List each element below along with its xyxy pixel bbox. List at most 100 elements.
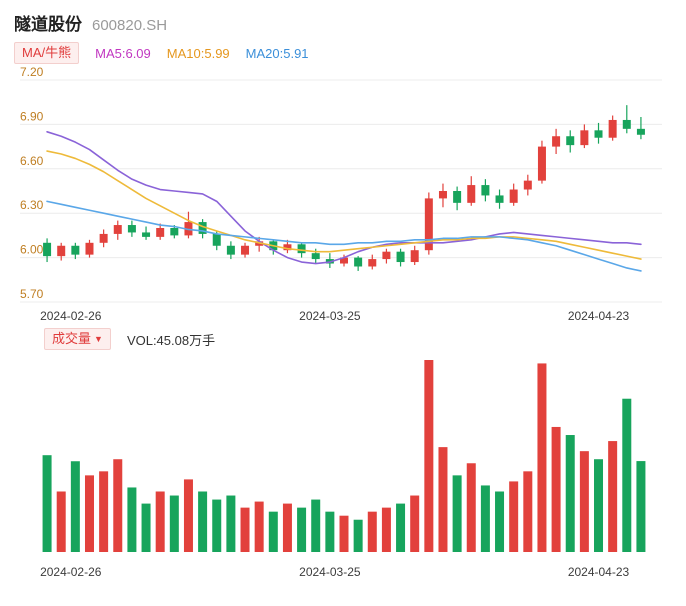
ma20-line — [46, 200, 642, 272]
volume-x-axis-labels: 2024-02-26 2024-03-25 2024-04-23 — [40, 565, 629, 579]
y-axis-label: 6.90 — [20, 109, 44, 123]
x-axis-label: 2024-03-25 — [299, 565, 361, 579]
caret-down-icon: ▼ — [94, 333, 103, 344]
candle-body — [71, 245, 80, 255]
candle-body — [354, 257, 363, 267]
volume-bars — [42, 360, 646, 552]
volume-bar — [282, 503, 292, 552]
candle-body — [170, 228, 179, 236]
stock-code: 600820.SH — [92, 17, 168, 34]
candle-body — [226, 245, 235, 255]
y-axis-label: 7.20 — [20, 65, 44, 79]
candle-body — [424, 198, 433, 251]
volume-bar — [523, 471, 533, 552]
candle-body — [453, 191, 462, 203]
candle-body — [113, 225, 122, 234]
ma-indicator-badge[interactable]: MA/牛熊 — [14, 42, 80, 64]
candle-body — [212, 233, 221, 246]
candle-body — [43, 242, 52, 257]
volume-header: 成交量 ▼ VOL:45.08万手 — [44, 328, 686, 350]
candle-body — [608, 119, 617, 138]
volume-bar — [636, 461, 646, 552]
volume-bar — [381, 507, 391, 552]
candle-body — [552, 136, 561, 147]
candle-body — [622, 119, 631, 129]
candle-body — [340, 257, 348, 264]
candle-body — [241, 245, 250, 255]
volume-bar — [480, 485, 490, 552]
volume-bar — [113, 459, 123, 552]
volume-bar — [466, 463, 476, 552]
volume-value-label: VOL:45.08万手 — [126, 332, 216, 348]
volume-bar — [367, 511, 377, 552]
volume-bar — [99, 471, 109, 552]
volume-bar — [325, 511, 335, 552]
volume-bar — [226, 495, 236, 552]
candle-body — [410, 250, 419, 263]
candle-body — [481, 185, 490, 196]
volume-bar — [84, 475, 94, 552]
volume-bar — [353, 519, 363, 552]
x-axis-label: 2024-02-26 — [40, 565, 102, 579]
volume-bar — [311, 499, 321, 552]
volume-bar — [537, 363, 547, 552]
volume-bar — [127, 487, 137, 552]
ma5-line — [46, 131, 642, 265]
candle-body — [636, 128, 645, 135]
volume-bar — [452, 475, 462, 552]
volume-bar — [495, 491, 505, 552]
candle-body — [156, 228, 165, 237]
x-axis-label: 2024-02-26 — [40, 309, 102, 323]
candle-body — [283, 244, 292, 251]
y-axis-label: 5.70 — [20, 287, 44, 301]
volume-bar — [438, 447, 448, 552]
volume-bar — [169, 495, 179, 552]
volume-selector-label: 成交量 — [52, 331, 92, 346]
volume-bar — [254, 501, 264, 552]
volume-bar — [240, 507, 250, 552]
volume-chart[interactable]: 2024-02-26 2024-03-25 2024-04-23 — [0, 352, 686, 584]
volume-bar — [297, 507, 307, 552]
volume-bar — [212, 499, 222, 552]
volume-selector-badge[interactable]: 成交量 ▼ — [44, 328, 111, 350]
candlesticks — [43, 105, 645, 271]
candle-body — [127, 225, 136, 233]
price-grid: 7.20 6.90 6.60 6.30 6.00 5.70 — [20, 65, 662, 303]
candle-body — [142, 232, 151, 237]
candle-body — [297, 244, 306, 254]
ma5-legend-label: MA5:6.09 — [95, 45, 151, 61]
ma10-legend-label: MA10:5.99 — [166, 45, 230, 61]
candle-body — [311, 253, 320, 260]
x-axis-label: 2024-03-25 — [299, 309, 361, 323]
volume-bar — [56, 491, 66, 552]
candle-body — [85, 242, 94, 255]
candle-body — [57, 245, 66, 257]
y-axis-label: 6.60 — [20, 154, 44, 168]
volume-bar — [42, 455, 52, 552]
volume-bar — [410, 495, 420, 552]
x-axis-label: 2024-04-23 — [568, 309, 630, 323]
y-axis-label: 6.30 — [20, 198, 44, 212]
candle-body — [99, 233, 108, 243]
candle-body — [198, 222, 207, 234]
volume-bar — [268, 511, 278, 552]
volume-bar — [424, 360, 434, 552]
candle-body — [509, 189, 518, 203]
volume-bar — [565, 435, 575, 552]
volume-bar — [396, 503, 406, 552]
volume-bar — [70, 461, 80, 552]
volume-bar — [198, 491, 208, 552]
volume-bar — [579, 451, 589, 552]
page-title: 隧道股份 — [14, 15, 82, 34]
candle-body — [537, 146, 546, 181]
candle-body — [566, 136, 575, 146]
y-axis-label: 6.00 — [20, 243, 44, 257]
price-x-axis-labels: 2024-02-26 2024-03-25 2024-04-23 — [40, 309, 629, 323]
volume-bar — [183, 479, 193, 552]
candle-body — [594, 130, 603, 138]
header: 隧道股份 600820.SH — [0, 0, 686, 35]
ma-legend: MA/牛熊 MA5:6.09 MA10:5.99 MA20:5.91 — [0, 35, 686, 64]
candle-body — [396, 251, 405, 263]
